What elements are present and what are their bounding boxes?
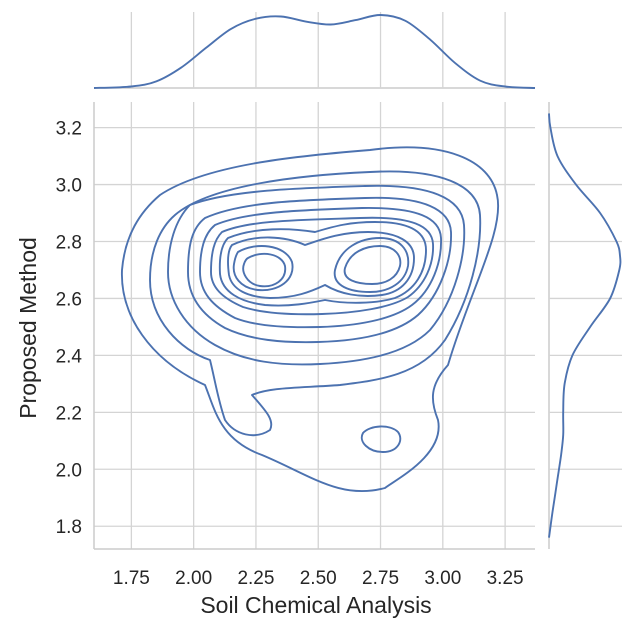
contour-level-10 [242,252,287,288]
contour-level-1 [121,146,500,493]
x-axis-label: Soil Chemical Analysis [200,592,431,618]
x-tick-label: 2.25 [237,568,274,589]
contour-level-9b [333,237,410,293]
y-tick-label: 2.6 [56,289,82,310]
y-tick-labels: 1.8 2.0 2.2 2.4 2.6 2.8 3.0 3.2 [56,119,83,539]
y-tick-label: 2.2 [56,403,82,424]
y-tick-label: 3.0 [56,176,82,197]
marginal-x-kde-curve [93,14,536,89]
contour-level-10b [343,245,402,285]
contour-level-7 [218,221,427,307]
marginal-y-panel [548,102,622,549]
marginal-y-kde-curve [548,113,622,538]
x-tick-label: 3.25 [487,568,524,589]
y-tick-label: 2.8 [56,233,82,254]
main-grid [94,102,535,549]
contour-level-3 [167,184,466,366]
contour-level-4 [187,196,452,344]
y-tick-label: 2.4 [56,346,83,367]
kde-contours [121,146,500,493]
contour-secondary-mode [360,425,402,453]
y-tick-label: 1.8 [56,517,82,538]
contour-level-9 [232,245,294,292]
x-tick-label: 2.00 [175,568,212,589]
x-tick-label: 3.00 [424,568,461,589]
x-tick-label: 2.50 [300,568,337,589]
x-tick-label: 2.75 [362,568,399,589]
main-spines [93,102,535,550]
contour-level-8 [227,231,415,299]
marginal-x-panel [93,12,536,89]
x-tick-labels: 1.75 2.00 2.25 2.50 2.75 3.00 3.25 [113,568,524,589]
x-tick-label: 1.75 [113,568,150,589]
contour-level-2 [149,170,482,437]
y-tick-label: 2.0 [56,460,82,481]
y-tick-label: 3.2 [56,119,82,140]
y-axis-label: Proposed Method [15,237,41,419]
contour-level-6 [210,216,434,316]
contour-level-5 [199,207,442,329]
